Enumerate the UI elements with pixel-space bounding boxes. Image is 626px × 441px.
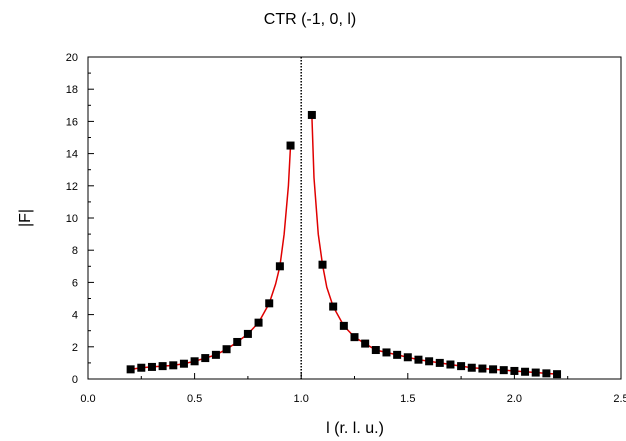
fit-line-left bbox=[129, 144, 292, 371]
data-point bbox=[499, 366, 508, 375]
y-tick-label: 10 bbox=[66, 213, 78, 225]
y-tick-label: 16 bbox=[66, 116, 78, 128]
data-point bbox=[201, 354, 210, 363]
y-axis: 0 2 4 6 8 10 12 14 16 18 20 bbox=[66, 52, 94, 386]
data-point bbox=[126, 365, 135, 374]
y-tick-label: 8 bbox=[72, 245, 78, 257]
data-point bbox=[286, 141, 295, 150]
y-tick-label: 12 bbox=[66, 181, 78, 193]
data-point bbox=[243, 329, 252, 338]
data-point bbox=[307, 110, 316, 119]
x-axis: 0.0 0.5 1.0 1.5 2.0 2.5 bbox=[80, 373, 626, 405]
x-tick-label: 2.0 bbox=[507, 393, 522, 405]
data-point bbox=[158, 362, 167, 371]
y-tick-label: 14 bbox=[66, 149, 78, 161]
data-point bbox=[361, 339, 370, 348]
data-point bbox=[542, 369, 551, 378]
data-point bbox=[329, 302, 338, 311]
fit-lines-group bbox=[129, 114, 558, 375]
y-tick-label: 20 bbox=[66, 52, 78, 64]
data-point bbox=[553, 370, 562, 379]
data-point bbox=[350, 333, 359, 342]
data-point bbox=[478, 364, 487, 373]
y-tick-label: 0 bbox=[72, 374, 78, 386]
x-tick-label: 0.0 bbox=[80, 393, 95, 405]
y-axis-label: |F| bbox=[17, 209, 34, 227]
data-point bbox=[275, 262, 284, 271]
x-tick-label: 1.5 bbox=[400, 393, 415, 405]
y-tick-label: 6 bbox=[72, 277, 78, 289]
data-point bbox=[457, 362, 466, 371]
axes-group: 0.0 0.5 1.0 1.5 2.0 2.5 0 2 4 6 8 10 12 14 16 18 20 bbox=[66, 52, 626, 405]
plot-frame bbox=[87, 56, 622, 380]
data-point bbox=[510, 366, 519, 375]
data-point bbox=[425, 357, 434, 366]
data-point bbox=[254, 318, 263, 327]
y-tick-label: 4 bbox=[72, 310, 78, 322]
data-point bbox=[169, 361, 178, 370]
data-point bbox=[233, 337, 242, 346]
data-point bbox=[371, 346, 380, 355]
data-point bbox=[339, 321, 348, 330]
data-point bbox=[179, 359, 188, 368]
data-point bbox=[531, 368, 540, 377]
x-axis-label: l (r. l. u.) bbox=[326, 420, 384, 437]
y-tick-label: 18 bbox=[66, 84, 78, 96]
data-point bbox=[211, 350, 220, 359]
data-point bbox=[137, 363, 146, 372]
data-point bbox=[467, 363, 476, 372]
data-point bbox=[446, 360, 455, 369]
data-point bbox=[414, 355, 423, 364]
x-tick-label: 0.5 bbox=[187, 393, 202, 405]
x-tick-label: 2.5 bbox=[613, 393, 626, 405]
data-point bbox=[265, 299, 274, 308]
data-point bbox=[147, 362, 156, 371]
data-point bbox=[403, 353, 412, 362]
data-point bbox=[521, 367, 530, 376]
data-point bbox=[382, 348, 391, 357]
data-points-group bbox=[126, 110, 562, 379]
data-point bbox=[318, 260, 327, 269]
data-point bbox=[435, 358, 444, 367]
fit-line-right bbox=[311, 114, 558, 375]
x-tick-label: 1.0 bbox=[294, 393, 309, 405]
data-point bbox=[393, 350, 402, 359]
data-point bbox=[190, 357, 199, 366]
data-point bbox=[489, 365, 498, 374]
data-point bbox=[222, 345, 231, 354]
y-tick-label: 2 bbox=[72, 342, 78, 354]
chart-title: CTR (-1, 0, l) bbox=[264, 11, 356, 28]
